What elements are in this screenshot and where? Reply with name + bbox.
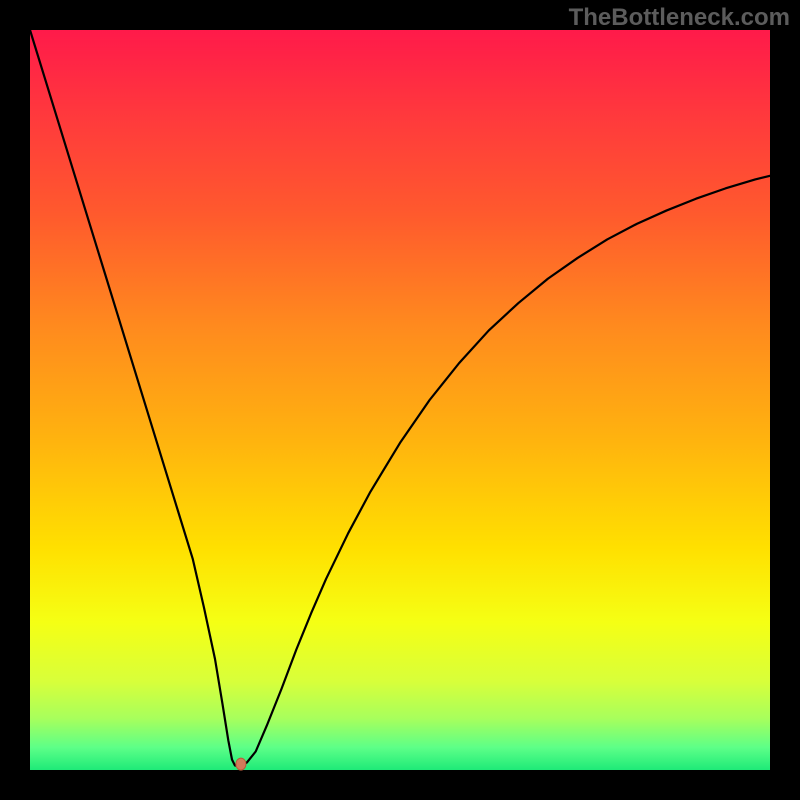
optimal-point-marker — [236, 758, 246, 770]
chart-gradient-background — [30, 30, 770, 770]
watermark-label: TheBottleneck.com — [569, 4, 790, 32]
bottleneck-chart — [0, 0, 800, 800]
chart-container: TheBottleneck.com — [0, 0, 800, 800]
